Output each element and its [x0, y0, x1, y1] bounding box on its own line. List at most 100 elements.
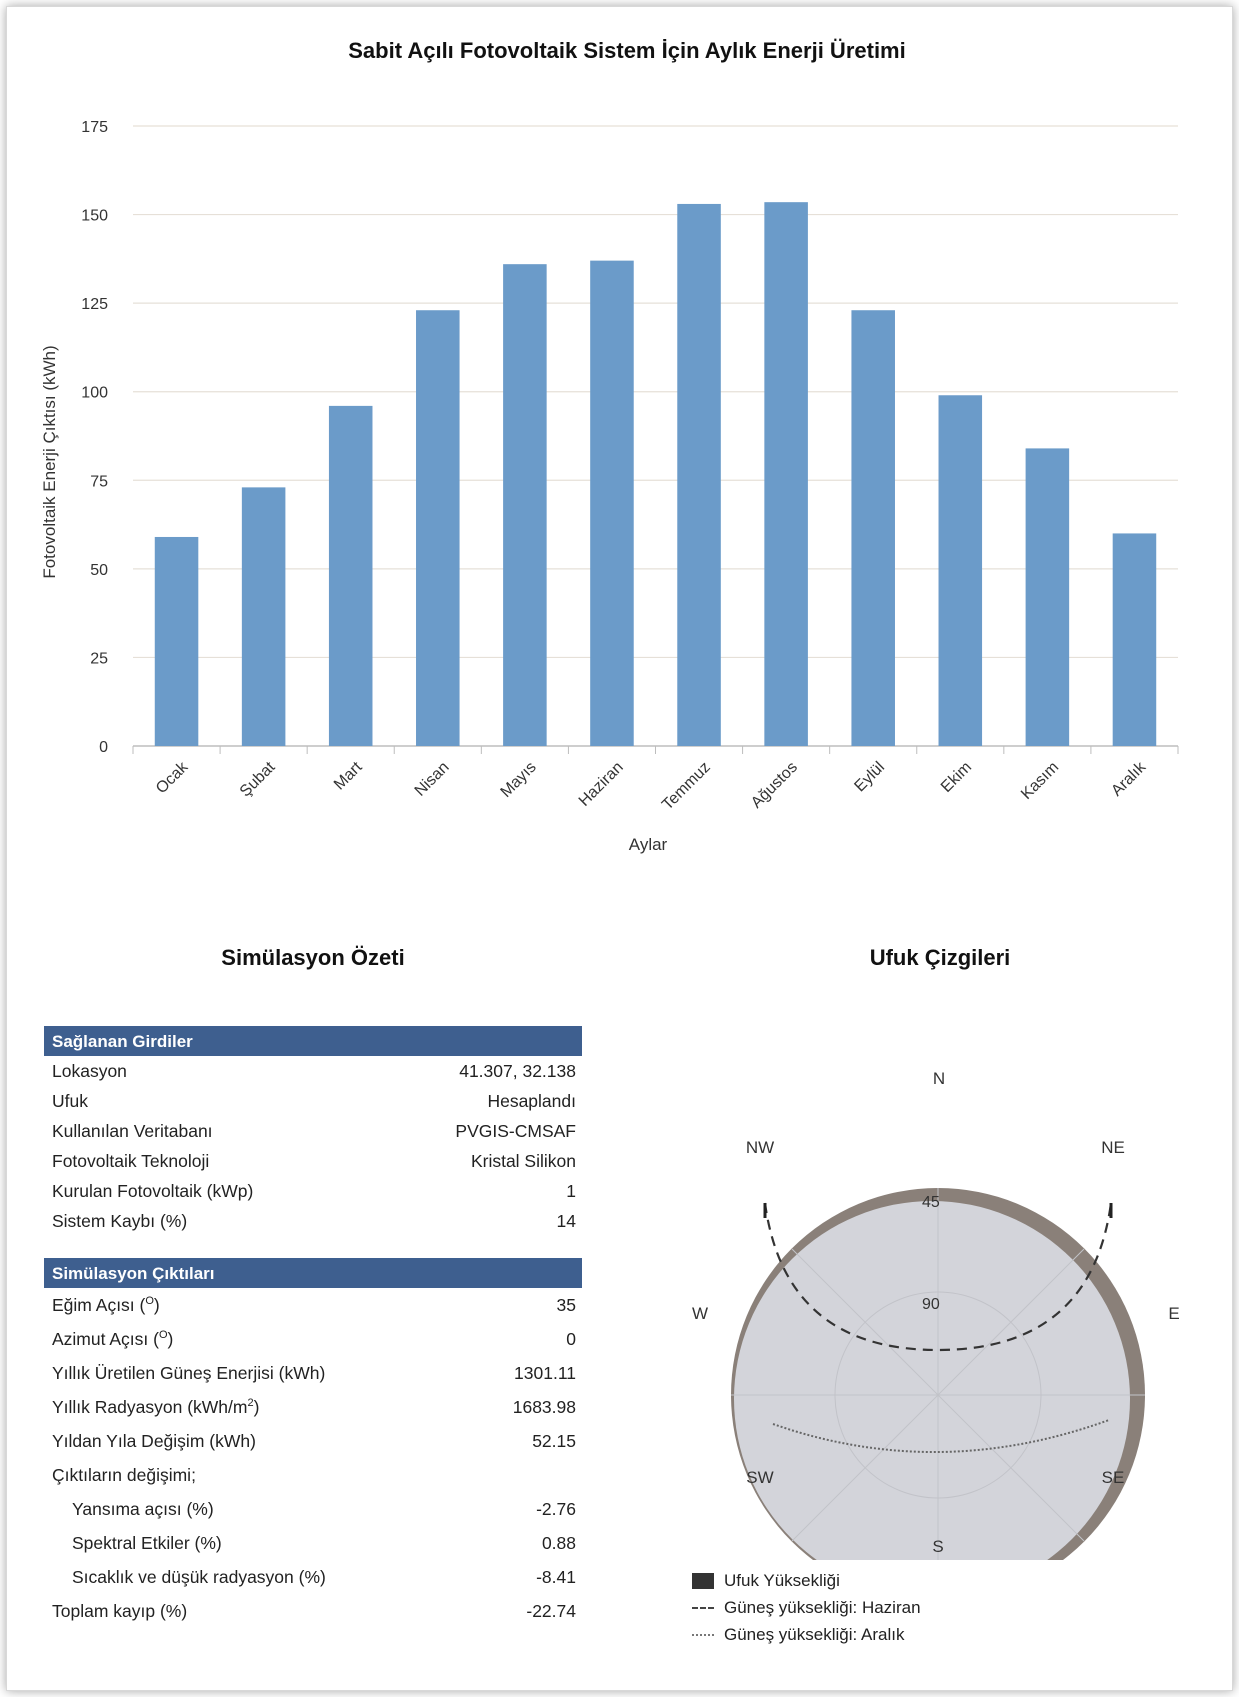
monthly-energy-bar-chart: Sabit Açılı Fotovoltaik Sistem İçin Aylı… — [40, 38, 1179, 854]
x-axis-label: Aylar — [629, 835, 668, 854]
total-loss-value: -22.74 — [526, 1601, 576, 1621]
output-row: Eğim Açısı (O) 35 — [44, 1288, 582, 1322]
change-row: Spektral Etkiler (%) 0.88 — [44, 1526, 582, 1560]
y-tick-label: 125 — [81, 296, 108, 313]
x-tick-label: Temmuz — [659, 759, 714, 814]
direction-ne: NE — [1101, 1138, 1125, 1157]
input-label: Kurulan Fotovoltaik (kWp) — [52, 1181, 254, 1201]
input-label: Fotovoltaik Teknoloji — [52, 1151, 210, 1171]
input-value: 14 — [556, 1211, 576, 1231]
x-tick-label: Haziran — [576, 759, 627, 810]
y-tick-label: 25 — [90, 650, 108, 667]
output-label: Eğim Açısı (O) — [52, 1295, 160, 1315]
ring-label-45: 45 — [922, 1194, 940, 1211]
input-value: PVGIS-CMSAF — [455, 1121, 576, 1141]
change-value: 0.88 — [541, 1533, 576, 1553]
legend-horizon-swatch — [692, 1572, 714, 1589]
output-value: 52.15 — [532, 1431, 576, 1451]
change-label: Sıcaklık ve düşük radyasyon (%) — [72, 1567, 326, 1587]
y-tick-label: 175 — [81, 119, 108, 136]
inputs-rows: Lokasyon 41.307, 32.138 Ufuk Hesaplandı Kull… — [44, 1056, 582, 1236]
bar-2 — [328, 405, 373, 746]
input-row: Kullanılan Veritabanı PVGIS-CMSAF — [44, 1116, 582, 1146]
x-tick-label: Ekim — [938, 759, 975, 796]
bar-10 — [1025, 448, 1070, 746]
legend-december: Güneş yüksekliği: Aralık — [692, 1621, 921, 1648]
simulation-summary-table: Sağlanan Girdiler Lokasyon 41.307, 32.138… — [44, 1026, 582, 1628]
x-tick-label: Şubat — [237, 758, 279, 800]
legend-december-swatch — [692, 1633, 714, 1636]
output-value: 1301.11 — [514, 1363, 576, 1383]
bar-3 — [416, 310, 460, 746]
change-row: Yansıma açısı (%) -2.76 — [44, 1492, 582, 1526]
direction-s: S — [932, 1537, 943, 1556]
direction-sw: SW — [746, 1468, 773, 1487]
horizon-polar-diagram: 45 90 N NE E SE S SW W NW — [692, 1069, 1180, 1560]
y-axis-label: Fotovoltaik Enerji Çıktısı (kWh) — [40, 345, 59, 578]
inputs-header: Sağlanan Girdiler — [44, 1026, 582, 1056]
bar-11 — [1112, 533, 1157, 746]
legend-horizon: Ufuk Yüksekliği — [692, 1567, 921, 1594]
input-value: Hesaplandı — [487, 1091, 576, 1111]
bar-5 — [590, 260, 634, 746]
direction-nw: NW — [746, 1138, 774, 1157]
legend-horizon-label: Ufuk Yüksekliği — [724, 1570, 840, 1590]
x-tick-label: Ocak — [153, 758, 192, 797]
changes-label: Çıktıların değişimi; — [52, 1465, 196, 1485]
input-row: Ufuk Hesaplandı — [44, 1086, 582, 1116]
input-value: Kristal Silikon — [470, 1151, 576, 1171]
input-value: 1 — [566, 1181, 576, 1201]
output-label: Azimut Açısı (O) — [52, 1329, 174, 1349]
bar-7 — [764, 202, 808, 746]
chart-bars — [154, 202, 1157, 746]
output-value: 35 — [556, 1295, 576, 1315]
input-label: Ufuk — [52, 1091, 88, 1111]
y-tick-label: 150 — [81, 208, 108, 225]
summary-title: Simülasyon Özeti — [221, 945, 405, 970]
changes-row: Çıktıların değişimi; — [44, 1458, 582, 1492]
input-row: Sistem Kaybı (%) 14 — [44, 1206, 582, 1236]
x-tick-label: Ağustos — [748, 759, 801, 812]
change-row: Sıcaklık ve düşük radyasyon (%) -8.41 — [44, 1560, 582, 1594]
y-tick-label: 75 — [90, 473, 108, 490]
changes-rows: Yansıma açısı (%) -2.76 Spektral Etkiler (… — [44, 1492, 582, 1594]
direction-n: N — [933, 1069, 945, 1088]
chart-grid — [133, 125, 1178, 747]
outputs-rows: Eğim Açısı (O) 35 Azimut Açısı (O) 0 Yıllık … — [44, 1288, 582, 1458]
horizon-legend: Ufuk Yüksekliği Güneş yüksekliği: Hazira… — [692, 1567, 921, 1648]
input-row: Lokasyon 41.307, 32.138 — [44, 1056, 582, 1086]
y-tick-label: 50 — [90, 562, 108, 579]
sky-disc — [734, 1201, 1130, 1560]
bar-0 — [154, 536, 199, 746]
output-value: 0 — [566, 1329, 576, 1349]
bar-9 — [938, 395, 983, 746]
x-tick-label: Mayıs — [498, 759, 540, 801]
x-axis-ticks: Ocak Şubat Mart Nisan Mayıs Haziran Temmuz Ağus… — [132, 746, 1179, 814]
output-row: Yıllık Radyasyon (kWh/m2) 1683.98 — [44, 1390, 582, 1424]
legend-june: Güneş yüksekliği: Haziran — [692, 1594, 921, 1621]
x-tick-label: Nisan — [412, 759, 453, 800]
output-value: 1683.98 — [512, 1397, 576, 1417]
chart-title: Sabit Açılı Fotovoltaik Sistem İçin Aylı… — [348, 38, 905, 63]
bar-6 — [677, 203, 721, 746]
output-label: Yıllık Radyasyon (kWh/m2) — [52, 1397, 260, 1417]
input-row: Kurulan Fotovoltaik (kWp) 1 — [44, 1176, 582, 1206]
direction-e: E — [1168, 1304, 1179, 1323]
output-row: Azimut Açısı (O) 0 — [44, 1322, 582, 1356]
bar-4 — [503, 264, 547, 746]
input-label: Kullanılan Veritabanı — [52, 1121, 213, 1141]
change-value: -2.76 — [536, 1499, 576, 1519]
ring-label-90: 90 — [922, 1296, 940, 1313]
outputs-header: Simülasyon Çıktıları — [44, 1258, 582, 1288]
output-label: Yıllık Üretilen Güneş Enerjisi (kWh) — [52, 1363, 326, 1383]
legend-june-swatch — [692, 1606, 714, 1609]
legend-june-label: Güneş yüksekliği: Haziran — [724, 1597, 921, 1617]
x-tick-label: Mart — [331, 758, 366, 793]
december-sun-path — [772, 1419, 1110, 1454]
change-value: -8.41 — [536, 1567, 576, 1587]
x-tick-label: Aralık — [1108, 758, 1150, 800]
bar-8 — [851, 310, 895, 746]
bar-1 — [241, 487, 286, 746]
direction-se: SE — [1102, 1468, 1125, 1487]
y-tick-label: 100 — [81, 385, 108, 402]
